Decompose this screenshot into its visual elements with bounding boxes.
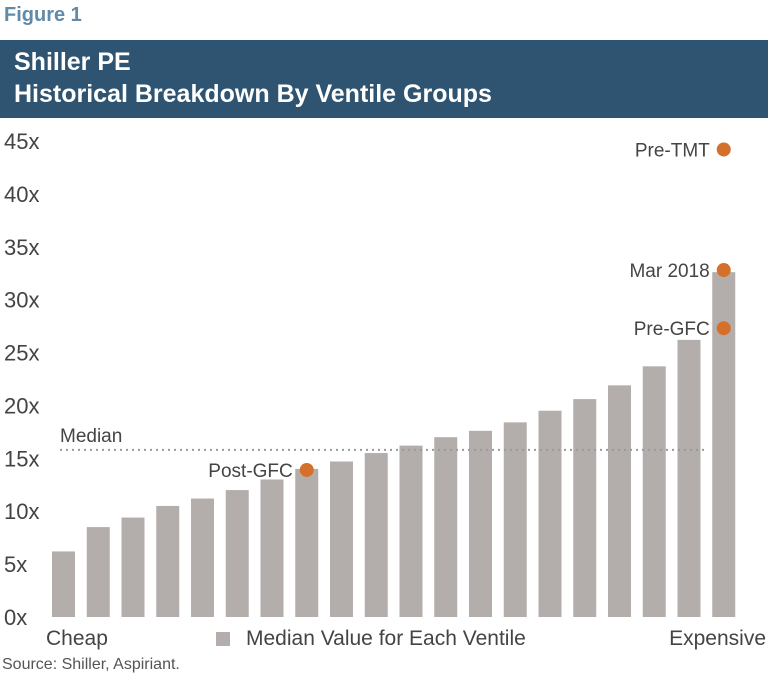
bar: [434, 437, 458, 617]
source-note: Source: Shiller, Aspiriant.: [2, 656, 180, 673]
y-tick-label: 25x: [4, 341, 39, 366]
bar: [642, 366, 666, 617]
y-tick-label: 35x: [4, 235, 39, 260]
x-left-label: Cheap: [46, 627, 108, 650]
bar: [156, 505, 180, 617]
annotation-label: Post-GFC: [208, 461, 292, 482]
bar: [86, 527, 110, 617]
annotation-marker: [716, 263, 731, 278]
bar: [677, 339, 701, 617]
y-tick-label: 5x: [4, 552, 27, 577]
figure-label: Figure 1: [4, 4, 82, 26]
y-tick-label: 20x: [4, 393, 39, 418]
bar: [295, 468, 319, 617]
annotation-label: Mar 2018: [629, 261, 709, 282]
annotation-label: Pre-TMT: [635, 140, 710, 161]
bar: [191, 498, 214, 617]
bar: [330, 461, 353, 617]
y-tick-label: 30x: [4, 288, 39, 313]
legend: Median Value for Each Ventile: [216, 627, 526, 651]
bar: [608, 385, 631, 617]
y-tick-label: 10x: [4, 499, 39, 524]
legend-label: Median Value for Each Ventile: [246, 627, 526, 650]
bar: [573, 399, 597, 617]
y-tick-label: 40x: [4, 182, 39, 207]
annotation-marker: [299, 462, 314, 477]
bar: [52, 551, 75, 617]
bar: [538, 410, 562, 617]
title-bar: Shiller PE Historical Breakdown By Venti…: [0, 40, 768, 118]
y-tick-label: 45x: [4, 129, 39, 154]
bar: [121, 517, 145, 617]
annotation-marker: [716, 321, 731, 336]
bar: [364, 453, 388, 617]
bar: [225, 490, 249, 617]
bar: [503, 422, 527, 617]
bar: [469, 430, 492, 617]
chart-title: Shiller PE: [14, 48, 131, 76]
y-tick-label: 15x: [4, 446, 39, 471]
y-tick-label: 0x: [4, 605, 27, 630]
median-label: Median: [60, 426, 122, 447]
bar: [260, 479, 284, 617]
x-right-label: Expensive: [669, 627, 766, 650]
chart-subtitle: Historical Breakdown By Ventile Groups: [14, 80, 492, 108]
annotation-marker: [716, 142, 731, 157]
annotation-label: Pre-GFC: [634, 319, 710, 340]
bar: [399, 445, 423, 617]
legend-swatch: [216, 632, 230, 646]
bar: [712, 272, 736, 617]
